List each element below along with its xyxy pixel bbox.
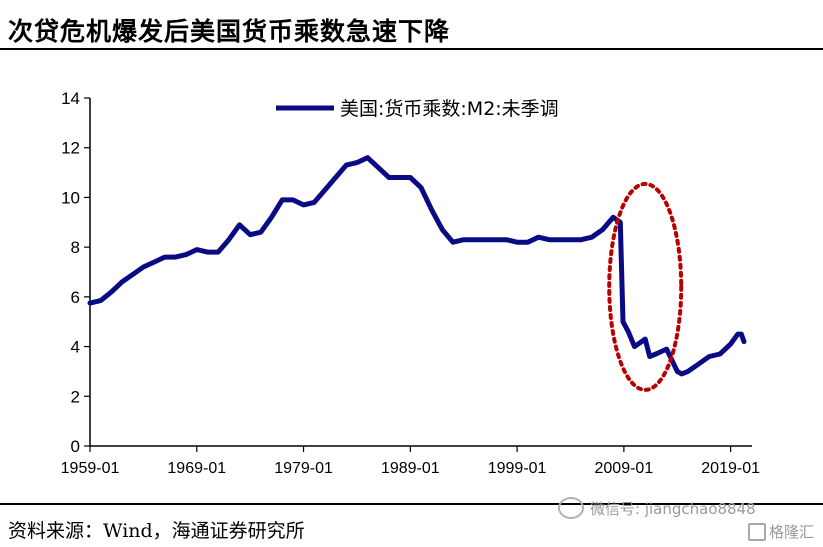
y-tick-label: 14	[61, 89, 80, 108]
wechat-icon	[558, 497, 584, 519]
x-tick-label: 2019-01	[701, 460, 760, 477]
y-tick-label: 2	[71, 387, 80, 406]
y-tick-label: 4	[71, 338, 80, 357]
brand-mark: 格隆汇	[748, 521, 814, 542]
line-chart: 0 2 4 6 8 10 12 14 1959-01 1969-01 1979-01 1989-01 1…	[61, 89, 760, 477]
y-tick-label: 0	[71, 437, 80, 456]
legend-label: 美国:货币乘数:M2:未季调	[340, 98, 559, 120]
x-tick-label: 1959-01	[61, 460, 120, 477]
source-note: 资料来源：Wind，海通证券研究所	[8, 520, 305, 542]
bottom-rule	[0, 503, 823, 505]
watermark-text: 微信号: jiangchao8848	[590, 499, 756, 518]
highlight-ellipse	[607, 181, 684, 392]
x-tick-label: 1999-01	[488, 460, 547, 477]
brand-icon	[748, 522, 766, 541]
series-line	[87, 155, 747, 377]
top-rule	[0, 48, 823, 50]
x-tick-label: 1989-01	[381, 460, 440, 477]
chart-title: 次贷危机爆发后美国货币乘数急速下降	[8, 17, 451, 46]
y-tick-label: 12	[61, 139, 80, 158]
x-tick-label: 1969-01	[167, 460, 226, 477]
y-tick-label: 10	[61, 188, 80, 207]
x-tick-label: 2009-01	[595, 460, 654, 477]
x-tick-label: 1979-01	[274, 460, 333, 477]
brand-text: 格隆汇	[769, 523, 815, 541]
y-tick-label: 8	[71, 238, 80, 257]
y-tick-label: 6	[71, 288, 80, 307]
watermark: 微信号: jiangchao8848	[558, 497, 756, 519]
